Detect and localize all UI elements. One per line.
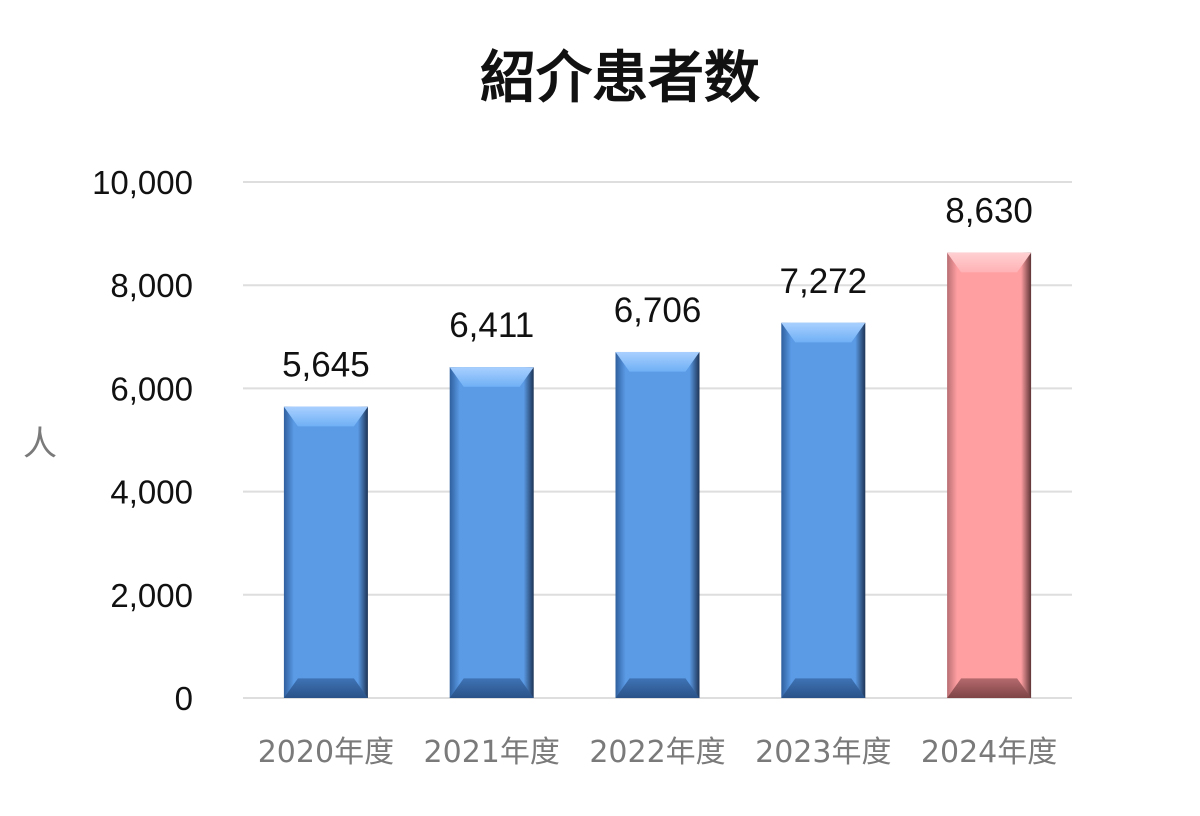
bar-value-label: 6,411	[449, 306, 534, 345]
bar-value-label: 5,645	[282, 346, 370, 385]
bar-bevel-bottom	[283, 678, 368, 698]
bar-face	[781, 322, 866, 698]
bar-value-label: 7,272	[780, 262, 868, 301]
bar-bevel-bottom	[615, 678, 700, 698]
y-tick-label: 8,000	[110, 267, 193, 304]
bar-bevel-top	[615, 351, 700, 372]
bar-face	[947, 252, 1032, 698]
bar-bevel-bottom	[449, 678, 534, 698]
y-tick-label: 10,000	[92, 164, 193, 201]
x-tick-label: 2024年度	[921, 735, 1057, 770]
bar-bevel-top	[283, 406, 368, 427]
y-axis-ticks: 0 2,000 4,000 6,000 8,000 10,000	[92, 164, 193, 717]
bar	[283, 406, 368, 698]
bar-bevel-top	[781, 322, 866, 343]
y-axis-label: 人	[23, 424, 57, 464]
y-tick-label: 6,000	[110, 370, 193, 407]
data-labels: 5,645 6,411 6,706 7,272 8,630	[282, 192, 1033, 385]
bar	[615, 351, 700, 698]
x-tick-label: 2022年度	[589, 735, 725, 770]
y-tick-label: 0	[175, 680, 193, 717]
bar-face	[283, 406, 368, 698]
bar	[449, 367, 534, 698]
x-tick-label: 2020年度	[258, 735, 394, 770]
bars	[283, 252, 1032, 698]
bar-bevel-bottom	[947, 678, 1032, 698]
bar-bevel-bottom	[781, 678, 866, 698]
x-tick-label: 2023年度	[755, 735, 891, 770]
bar	[781, 322, 866, 698]
bar-face	[615, 351, 700, 698]
bar-bevel-top	[947, 252, 1032, 273]
bar-value-label: 6,706	[614, 291, 702, 330]
y-tick-label: 2,000	[110, 577, 193, 614]
bar-bevel-top	[449, 367, 534, 387]
x-tick-label: 2021年度	[424, 735, 560, 770]
y-tick-label: 4,000	[110, 474, 193, 511]
chart-title: 紹介患者数	[480, 46, 760, 111]
bar-value-label: 8,630	[945, 192, 1033, 231]
bar	[947, 252, 1032, 698]
x-axis-ticks: 2020年度 2021年度 2022年度 2023年度 2024年度	[258, 735, 1058, 770]
bar-face	[449, 367, 534, 698]
